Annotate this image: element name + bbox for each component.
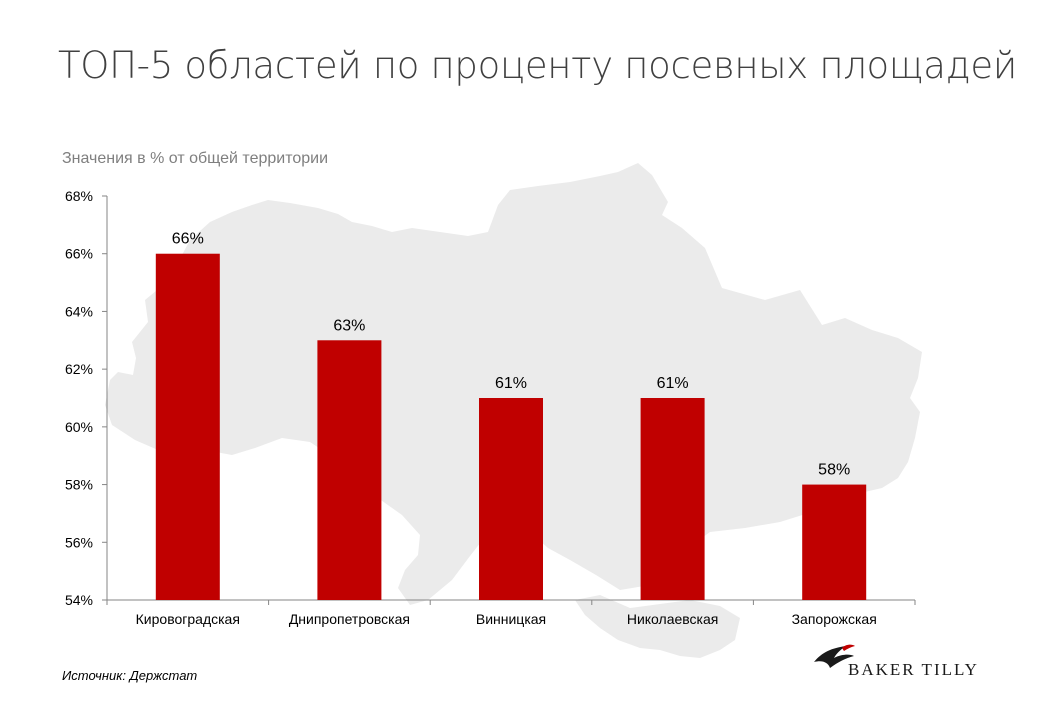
chart-axes: 54% 56% 58% 60% 62% 64% 66% 68% Кировоградская Дн…	[65, 188, 916, 627]
bar	[479, 398, 543, 600]
brand-logo-text: BAKER TILLY	[848, 660, 979, 679]
data-label: 61%	[495, 375, 527, 392]
y-tick-label: 66%	[65, 246, 93, 262]
x-tick-label: Винницкая	[476, 611, 546, 627]
source-note: Источник: Держстат	[62, 668, 198, 683]
y-tick-label: 56%	[65, 534, 93, 550]
x-tick-label: Запорожская	[792, 611, 877, 627]
bar	[640, 398, 705, 600]
data-label: 66%	[172, 231, 204, 248]
y-tick-label: 64%	[65, 303, 93, 319]
y-tick-label: 54%	[65, 592, 93, 608]
bar	[802, 484, 867, 600]
brand-logo: BAKER TILLY	[812, 640, 982, 684]
y-tick-label: 68%	[65, 188, 93, 204]
x-tick-label: Кировоградская	[136, 611, 240, 627]
y-tick-label: 60%	[65, 419, 93, 435]
page-title: ТОП-5 областей по проценту посевных площ…	[58, 44, 1017, 87]
data-label: 58%	[818, 462, 850, 479]
data-label: 61%	[657, 375, 689, 392]
chart-subtitle: Значения в % от общей территории	[62, 150, 329, 167]
bar	[155, 253, 220, 600]
data-label: 63%	[333, 317, 365, 334]
x-tick-label: Днипропетровская	[289, 611, 410, 627]
y-tick-label: 62%	[65, 361, 93, 377]
y-tick-label: 58%	[65, 477, 93, 493]
bird-logo-icon	[814, 644, 855, 668]
x-tick-label: Николаевская	[627, 611, 719, 627]
bars-group: 66% 63% 61% 61% 58%	[155, 231, 867, 600]
bar	[317, 340, 382, 600]
